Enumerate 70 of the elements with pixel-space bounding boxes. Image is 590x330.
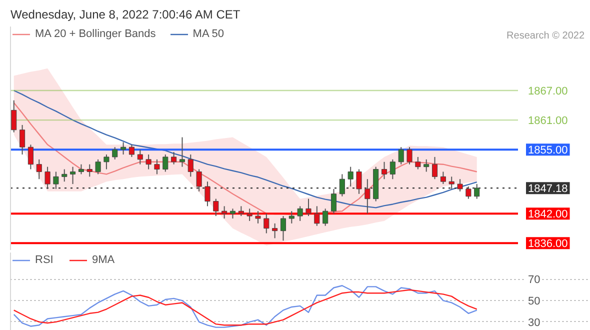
candlestick — [306, 198, 312, 217]
y-tick-label: 1842.00 — [528, 208, 568, 221]
candlestick — [280, 216, 286, 242]
candlestick — [466, 186, 472, 200]
candlestick — [171, 152, 177, 165]
candlestick — [95, 158, 101, 175]
candlestick — [20, 124, 26, 155]
candlestick — [204, 181, 210, 207]
legend-label: 9MA — [92, 254, 115, 266]
candlestick — [297, 206, 303, 222]
candlestick — [339, 174, 345, 197]
candlestick — [457, 178, 463, 192]
candlestick — [424, 158, 430, 172]
candlestick — [179, 136, 186, 168]
candlestick — [272, 222, 278, 239]
candlestick — [196, 168, 202, 192]
candlestick — [213, 198, 219, 217]
text: Research © 2022 — [506, 30, 585, 42]
candlestick — [390, 158, 396, 180]
candlestick — [230, 208, 236, 219]
y-tick-label: 1867.00 — [528, 86, 568, 98]
candlestick — [162, 154, 168, 172]
candlestick — [62, 168, 68, 182]
chart-title: Wednesday, June 8, 2022 7:00:46 AM CET — [10, 8, 241, 22]
y-tick-label: 1861.00 — [528, 115, 568, 128]
candlestick — [146, 154, 152, 170]
legend-label: MA 50 — [192, 28, 224, 40]
candlestick — [78, 164, 84, 175]
y-tick-label: 30 — [528, 316, 540, 329]
candlestick — [28, 144, 34, 170]
candlestick — [356, 168, 362, 194]
candlestick — [246, 208, 252, 222]
candlestick — [222, 206, 228, 219]
candlestick — [104, 154, 110, 170]
candlestick — [288, 210, 294, 224]
y-tick-label: 1836.00 — [528, 238, 568, 250]
candlestick — [415, 156, 421, 170]
candlestick — [348, 166, 354, 187]
candlestick — [255, 210, 261, 224]
candlestick — [238, 206, 244, 217]
candlestick — [440, 171, 446, 185]
candlestick — [86, 164, 92, 178]
candlestick — [128, 144, 134, 158]
candlestick — [448, 176, 454, 190]
candlestick — [53, 171, 59, 190]
candlestick — [112, 146, 118, 160]
candlestick — [120, 142, 126, 155]
candlestick — [330, 188, 337, 214]
candlestick — [432, 156, 438, 180]
y-tick-label: 1855.00 — [528, 144, 568, 157]
candlestick — [314, 206, 320, 226]
y-tick-label: 50 — [528, 296, 540, 308]
candlestick — [70, 166, 76, 185]
candlestick — [188, 154, 194, 178]
candlestick — [364, 178, 370, 214]
y-tick-label: 70 — [528, 274, 540, 286]
legend-label: RSI — [35, 254, 54, 266]
candlestick — [398, 146, 404, 165]
candlestick — [474, 184, 480, 200]
legend-label: MA 20 + Bollinger Bands — [35, 28, 156, 40]
candlestick — [322, 208, 328, 226]
candlestick — [264, 213, 270, 234]
candlestick — [381, 161, 388, 180]
y-tick-label: 1847.18 — [528, 183, 568, 196]
candlestick — [11, 100, 17, 133]
candlestick — [154, 158, 160, 175]
candlestick — [406, 146, 412, 165]
candlestick — [36, 158, 42, 180]
candlestick — [44, 166, 50, 190]
candlestick — [137, 149, 143, 165]
